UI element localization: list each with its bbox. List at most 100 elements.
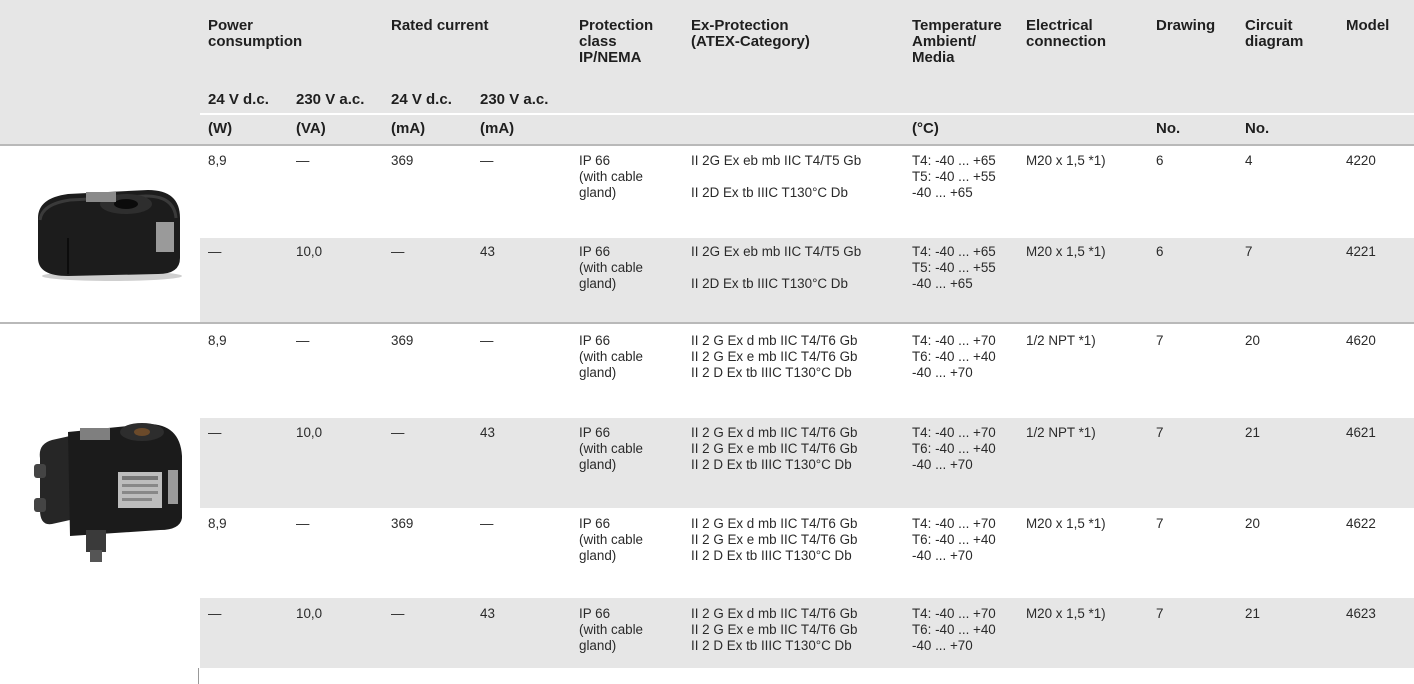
cell-current-230vac: — — [480, 516, 494, 531]
cell-current-230vac: 43 — [480, 425, 495, 440]
cell-ex-protection-line: II 2D Ex tb IIIC T130°C Db — [691, 276, 848, 291]
cell-temperature-line: T4: -40 ... +70 — [912, 333, 996, 348]
subheader-230vac-current: 230 V a.c. — [480, 91, 549, 108]
cell-circuit-no: 20 — [1245, 516, 1260, 531]
header-rated-current: Rated current — [391, 17, 489, 34]
cell-drawing-no: 7 — [1156, 333, 1164, 348]
cell-ex-protection: II 2 G Ex d mb IIC T4/T6 Gb II 2 G Ex e m… — [691, 333, 857, 381]
cell-current-24vdc: 369 — [391, 516, 414, 531]
cell-protection-class-line: (with cable — [579, 260, 644, 275]
cell-power-230vac: — — [296, 333, 310, 348]
cell-ex-protection-line: II 2 D Ex tb IIIC T130°C Db — [691, 548, 852, 563]
cell-power-24vdc: — — [208, 425, 222, 440]
cell-power-24vdc: — — [208, 606, 222, 621]
cell-model: 4220 — [1346, 153, 1376, 168]
cell-ex-protection-line: II 2G Ex eb mb IIC T4/T5 Gb — [691, 244, 862, 259]
cell-drawing-no: 7 — [1156, 425, 1164, 440]
table-header-background — [0, 0, 1414, 144]
cell-ex-protection-line: II 2 D Ex tb IIIC T130°C Db — [691, 365, 852, 380]
cell-electrical-connection: M20 x 1,5 *1) — [1026, 516, 1106, 531]
header-divider — [200, 113, 1414, 115]
cell-temperature-line: -40 ... +65 — [912, 185, 973, 200]
cell-circuit-no: 7 — [1245, 244, 1253, 259]
row-band-shaded — [200, 598, 1414, 668]
cell-power-230vac: 10,0 — [296, 244, 323, 259]
row-band-shaded — [200, 238, 1414, 322]
cell-temperature-line: T6: -40 ... +40 — [912, 532, 996, 547]
cell-protection-class-line: (with cable — [579, 622, 644, 637]
cell-protection-class-line: gland) — [579, 638, 617, 653]
group-separator — [0, 144, 1414, 146]
cell-temperature: T4: -40 ... +70 T6: -40 ... +40 -40 ... +7… — [912, 425, 996, 473]
header-ex-protection: Ex-Protection (ATEX-Category) — [691, 17, 810, 50]
cell-power-24vdc: 8,9 — [208, 153, 227, 168]
cell-power-230vac: — — [296, 516, 310, 531]
cell-drawing-no: 6 — [1156, 153, 1164, 168]
cell-ex-protection-line — [691, 169, 861, 185]
cell-model: 4621 — [1346, 425, 1376, 440]
cell-protection-class-line: gland) — [579, 276, 617, 291]
cell-current-24vdc: — — [391, 244, 405, 259]
cell-electrical-connection: M20 x 1,5 *1) — [1026, 606, 1106, 621]
cell-ex-protection: II 2 G Ex d mb IIC T4/T6 Gb II 2 G Ex e m… — [691, 425, 857, 473]
cell-protection-class: IP 66 (with cable gland) — [579, 244, 643, 292]
cell-temperature-line: T4: -40 ... +65 — [912, 244, 996, 259]
cell-ex-protection-line: II 2 G Ex d mb IIC T4/T6 Gb — [691, 516, 858, 531]
cell-current-24vdc: — — [391, 606, 405, 621]
cell-circuit-no: 21 — [1245, 425, 1260, 440]
header-power-consumption: Power consumption — [208, 17, 303, 50]
cell-temperature-line: -40 ... +70 — [912, 365, 973, 380]
unit-w: (W) — [208, 120, 233, 137]
group-separator — [0, 322, 1414, 324]
cell-power-230vac: 10,0 — [296, 425, 323, 440]
cell-protection-class-line: gland) — [579, 365, 617, 380]
cell-circuit-no: 20 — [1245, 333, 1260, 348]
solenoid-coil-photo-small — [28, 178, 188, 287]
solenoid-coil-explosion-proof-photo — [30, 410, 190, 575]
cell-temperature-line: -40 ... +70 — [912, 638, 973, 653]
cell-model: 4221 — [1346, 244, 1376, 259]
cell-temperature-line: T4: -40 ... +70 — [912, 516, 996, 531]
cell-temperature-line: T5: -40 ... +55 — [912, 260, 996, 275]
cell-ex-protection-line: II 2G Ex eb mb IIC T4/T5 Gb — [691, 153, 862, 168]
cell-ex-protection-line: II 2 G Ex e mb IIC T4/T6 Gb — [691, 532, 858, 547]
cell-protection-class: IP 66 (with cable gland) — [579, 606, 643, 654]
cell-current-230vac: 43 — [480, 244, 495, 259]
cell-ex-protection-line: II 2 G Ex d mb IIC T4/T6 Gb — [691, 425, 858, 440]
cell-ex-protection-line: II 2 D Ex tb IIIC T130°C Db — [691, 638, 852, 653]
cell-protection-class-line: IP 66 — [579, 333, 611, 348]
cell-temperature-line: T6: -40 ... +40 — [912, 622, 996, 637]
cell-drawing-no: 7 — [1156, 606, 1164, 621]
cell-power-230vac: 10,0 — [296, 606, 323, 621]
unit-drawing-no: No. — [1156, 120, 1181, 137]
cell-ex-protection: II 2G Ex eb mb IIC T4/T5 Gb II 2D Ex tb … — [691, 153, 861, 201]
cell-drawing-no: 7 — [1156, 516, 1164, 531]
cell-power-230vac: — — [296, 153, 310, 168]
cell-temperature-line: -40 ... +65 — [912, 276, 973, 291]
cell-temperature-line: T5: -40 ... +55 — [912, 169, 996, 184]
cell-current-230vac: — — [480, 153, 494, 168]
cell-power-24vdc: 8,9 — [208, 516, 227, 531]
header-electrical-connection: Electrical connection — [1026, 17, 1107, 50]
cell-power-24vdc: 8,9 — [208, 333, 227, 348]
cell-protection-class-line: gland) — [579, 548, 617, 563]
cell-protection-class-line: (with cable — [579, 532, 644, 547]
cell-ex-protection: II 2 G Ex d mb IIC T4/T6 Gb II 2 G Ex e m… — [691, 516, 857, 564]
cell-current-230vac: 43 — [480, 606, 495, 621]
cell-protection-class-line: IP 66 — [579, 425, 611, 440]
cell-ex-protection-line — [691, 260, 861, 276]
cell-current-230vac: — — [480, 333, 494, 348]
cell-ex-protection-line: II 2 G Ex e mb IIC T4/T6 Gb — [691, 441, 858, 456]
cell-protection-class: IP 66 (with cable gland) — [579, 153, 643, 201]
cell-model: 4620 — [1346, 333, 1376, 348]
subheader-230vac-power: 230 V a.c. — [296, 91, 365, 108]
cell-protection-class: IP 66 (with cable gland) — [579, 333, 643, 381]
cell-temperature: T4: -40 ... +65 T5: -40 ... +55 -40 ... +6… — [912, 153, 996, 201]
header-circuit-diagram: Circuit diagram — [1245, 17, 1304, 50]
cell-temperature-line: -40 ... +70 — [912, 457, 973, 472]
cell-temperature-line: T4: -40 ... +65 — [912, 153, 996, 168]
cell-protection-class-line: IP 66 — [579, 516, 611, 531]
cell-current-24vdc: 369 — [391, 153, 414, 168]
cell-electrical-connection: M20 x 1,5 *1) — [1026, 244, 1106, 259]
cell-ex-protection-line: II 2D Ex tb IIIC T130°C Db — [691, 185, 848, 200]
